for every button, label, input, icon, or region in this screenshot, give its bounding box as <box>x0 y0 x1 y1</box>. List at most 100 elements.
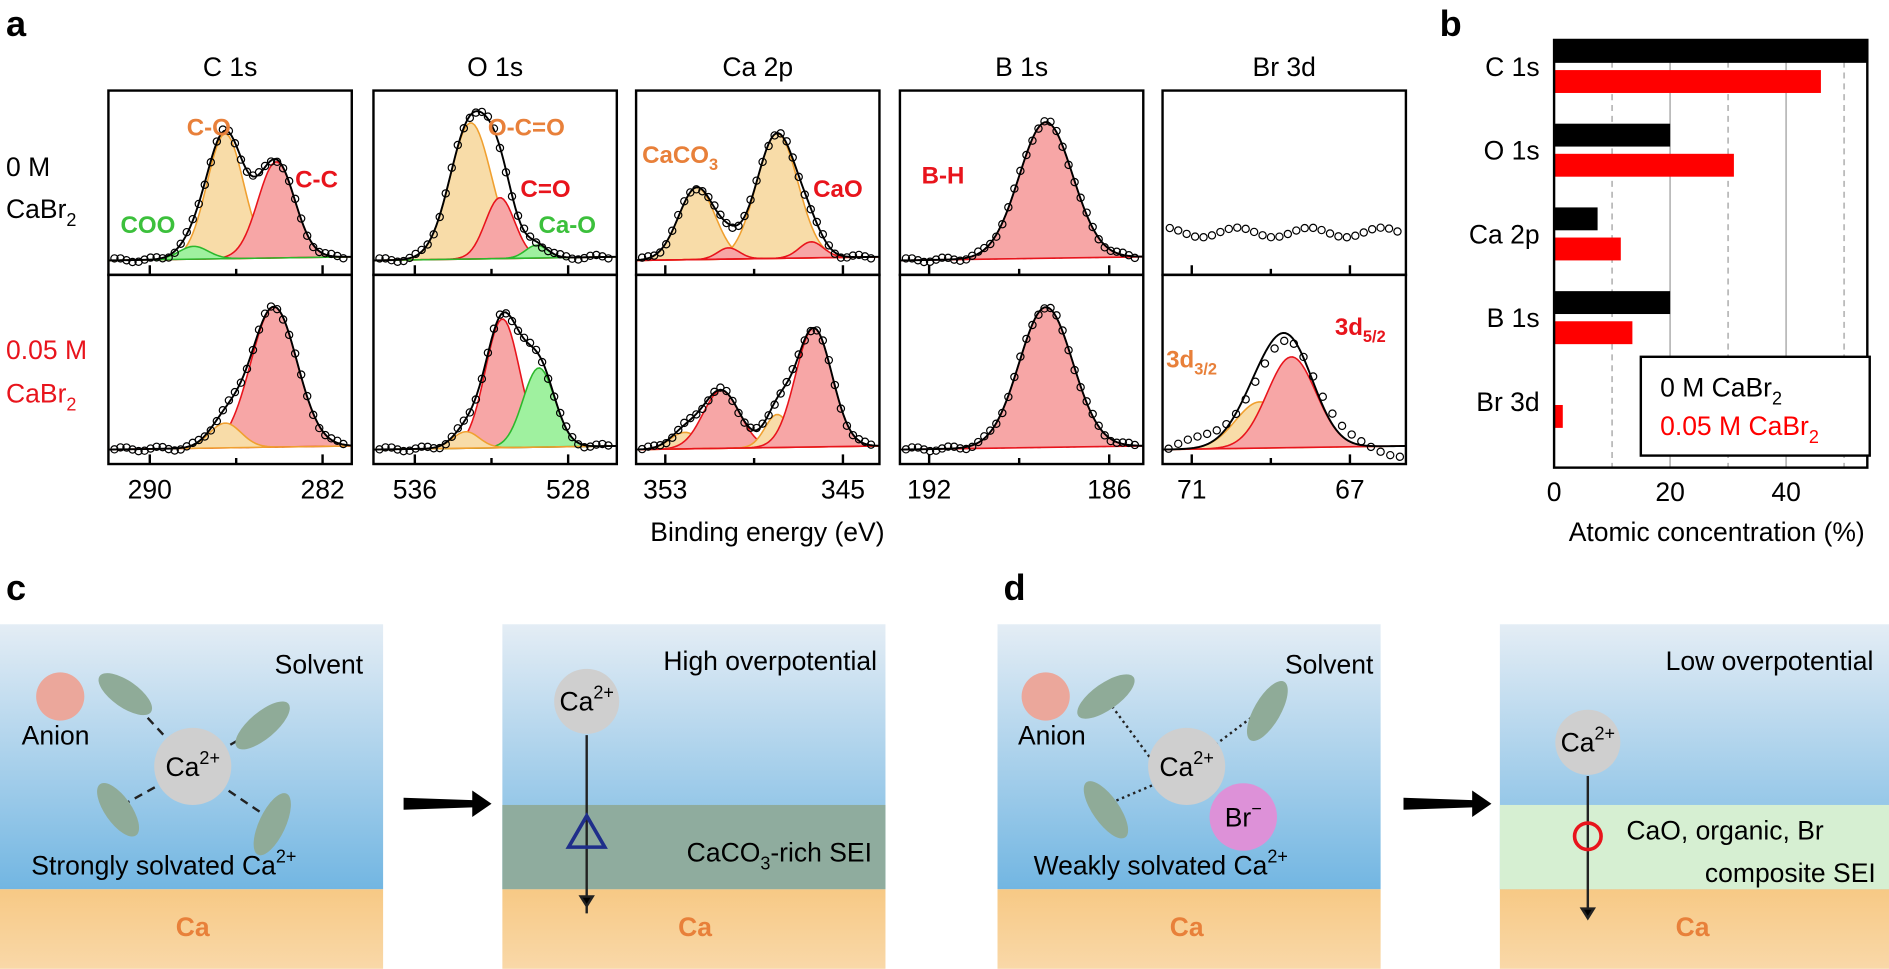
peak-label: C=O <box>520 176 570 203</box>
scheme-label-sup: − <box>1251 798 1262 818</box>
peak-label: 3d3/2 <box>1166 347 1217 379</box>
data-point <box>592 440 601 449</box>
scheme-label-part: CaCO <box>687 837 761 867</box>
data-point <box>901 445 911 454</box>
data-point <box>1016 352 1025 361</box>
spectrum <box>373 309 617 456</box>
data-point <box>272 304 282 314</box>
data-point <box>770 131 779 140</box>
data-point <box>740 211 749 221</box>
data-point <box>236 378 246 387</box>
spectrum <box>899 303 1145 456</box>
data-point <box>980 432 989 441</box>
data-point <box>278 315 288 324</box>
data-point <box>489 124 499 133</box>
data-point <box>459 124 469 133</box>
frame <box>372 273 619 466</box>
scheme-label: Ca2+ <box>166 748 220 782</box>
scheme-label: Ca <box>1170 912 1204 942</box>
data-point <box>770 400 779 409</box>
data-point <box>668 433 677 442</box>
data-point <box>387 443 396 452</box>
data-point <box>692 185 701 194</box>
data-point <box>302 231 312 240</box>
data-point <box>806 205 815 214</box>
data-point <box>907 443 917 452</box>
data-point <box>507 192 517 201</box>
panel-letter: b <box>1440 3 1462 44</box>
data-point <box>309 410 318 420</box>
scheme-label: CaCO3-rich SEI <box>687 837 872 873</box>
data-point <box>1233 223 1242 232</box>
data-point <box>686 413 695 423</box>
scheme-label-sup: 2+ <box>199 748 220 768</box>
data-point <box>782 377 791 387</box>
data-point <box>992 419 1001 428</box>
x-tick-label: 290 <box>128 475 172 505</box>
data-point <box>543 374 553 383</box>
data-point <box>1118 438 1128 447</box>
data-point <box>980 243 989 253</box>
peak-label: 3d5/2 <box>1335 314 1386 346</box>
data-point <box>661 240 671 249</box>
x-tick-label: 20 <box>1655 477 1684 507</box>
data-point <box>501 168 511 177</box>
data-point <box>290 194 300 204</box>
data-point <box>1034 124 1043 133</box>
data-point <box>1112 438 1121 447</box>
data-point <box>1173 439 1183 449</box>
data-point <box>842 253 852 262</box>
peak-fit <box>899 121 1145 262</box>
data-point <box>943 442 953 451</box>
data-point <box>272 157 282 167</box>
scheme-label: Weakly solvated Ca2+ <box>1034 846 1288 880</box>
data-point <box>230 139 240 148</box>
column-title: O 1s <box>467 52 523 82</box>
data-point <box>1094 421 1103 430</box>
data-point <box>1212 426 1221 435</box>
data-point <box>752 423 761 433</box>
data-point <box>955 444 965 453</box>
bar <box>1554 123 1671 147</box>
scheme-label-part: Br <box>1225 802 1252 832</box>
legend-entry: 0 M CaBr2 <box>1660 372 1782 408</box>
data-point <box>586 442 595 451</box>
data-point <box>710 387 719 397</box>
data-point <box>1130 253 1140 263</box>
data-point <box>158 442 167 452</box>
data-point <box>568 254 577 263</box>
x-tick-label: 40 <box>1771 477 1800 507</box>
data-point <box>1347 430 1356 439</box>
data-point <box>1106 246 1115 256</box>
data-point <box>722 386 731 396</box>
bar <box>1554 153 1734 177</box>
data-point <box>704 396 713 405</box>
peak-fit <box>899 306 1145 451</box>
data-point <box>1164 444 1173 453</box>
scheme-label: Anion <box>22 720 90 750</box>
y-tick-label: O 1s <box>1484 136 1540 166</box>
data-point <box>1076 382 1085 392</box>
scheme-label: Ca <box>176 912 210 942</box>
scheme-label: d <box>1004 567 1026 608</box>
spectrum <box>635 326 881 454</box>
x-tick-label: 0 <box>1547 477 1562 507</box>
data-point <box>339 254 348 263</box>
data-point <box>680 418 689 428</box>
data-point <box>176 239 185 249</box>
peak-label: C-C <box>295 166 338 193</box>
scheme-label: Ca2+ <box>559 683 613 717</box>
legend-box <box>1639 355 1871 457</box>
y-tick-label: C 1s <box>1485 52 1540 82</box>
data-point <box>1112 247 1121 256</box>
data-point <box>788 364 797 374</box>
data-point <box>296 214 306 223</box>
data-point <box>998 408 1007 418</box>
data-point <box>854 250 864 260</box>
data-point <box>1224 224 1234 234</box>
data-point <box>1052 311 1061 320</box>
peak-label-part: 3d <box>1335 314 1363 341</box>
data-point <box>992 232 1001 241</box>
x-tick-label: 192 <box>907 475 951 505</box>
